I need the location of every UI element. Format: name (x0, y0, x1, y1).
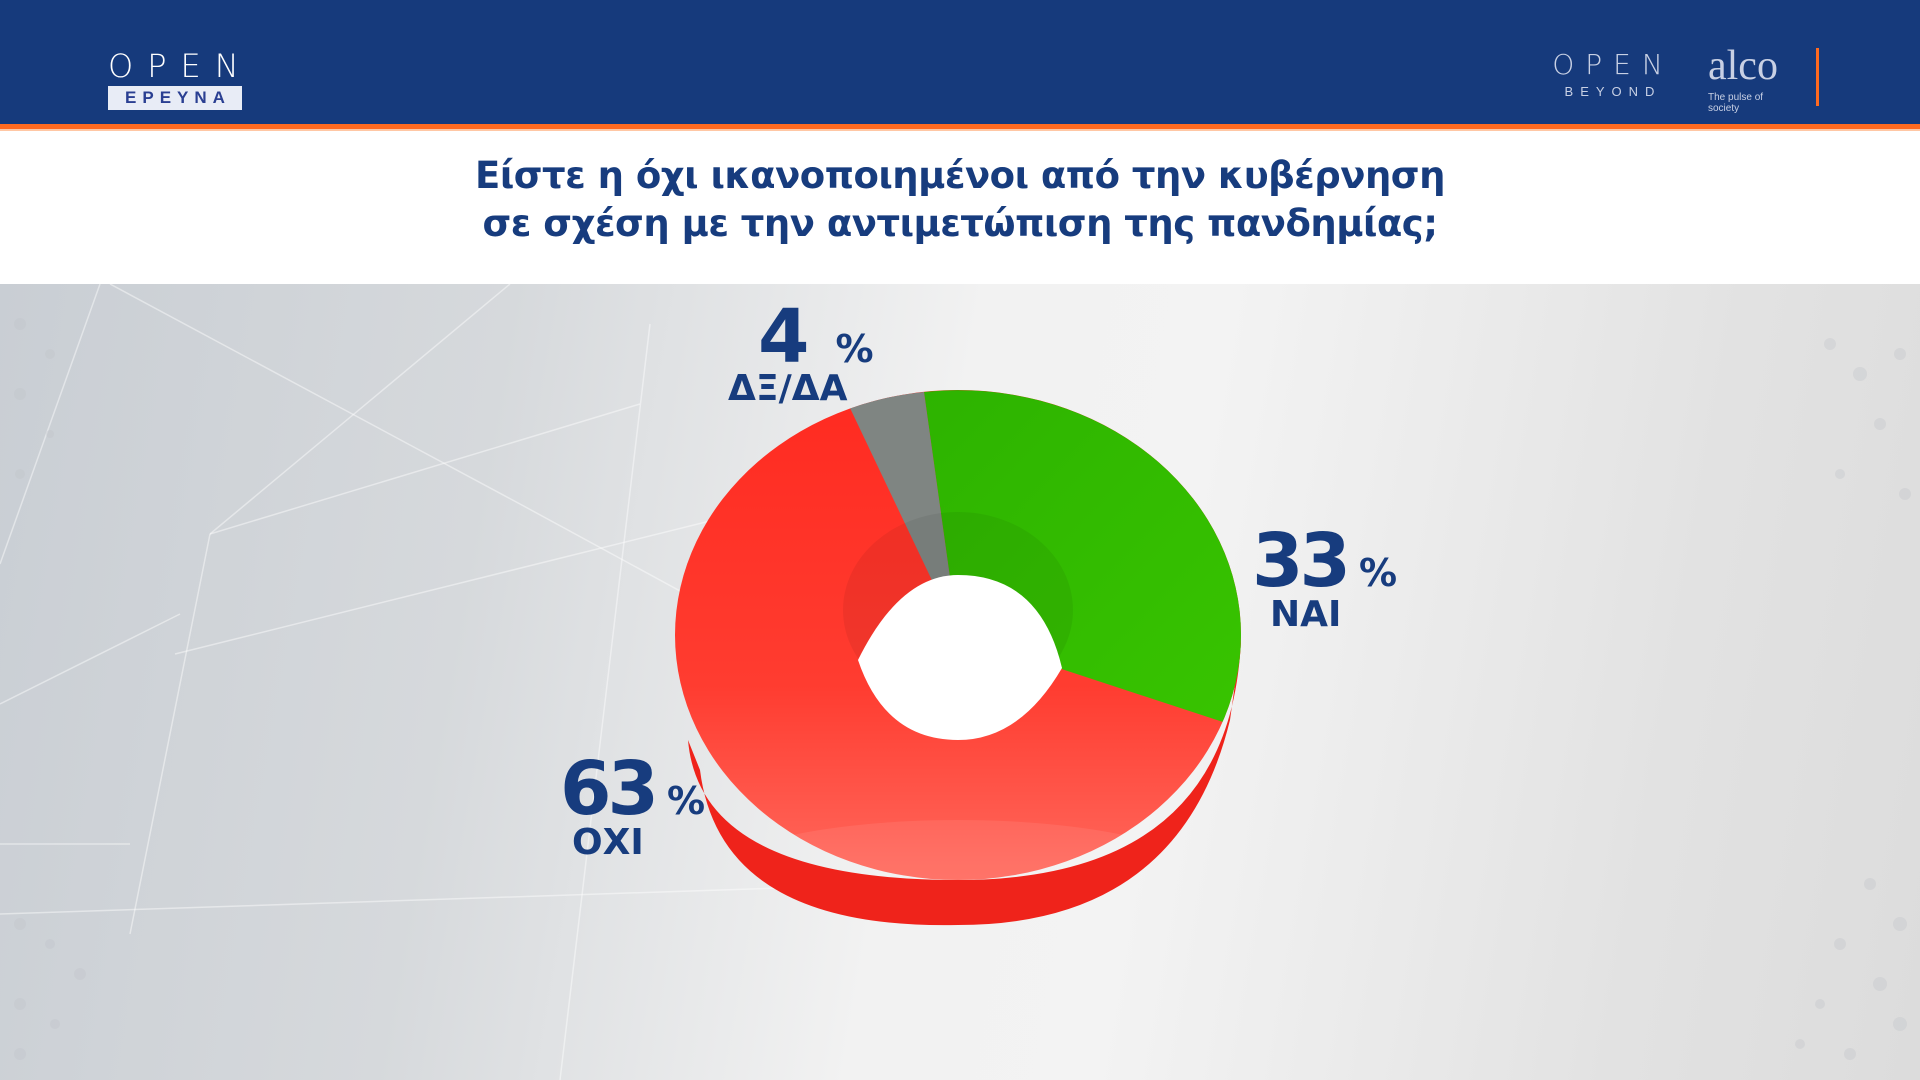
label-nai: 33% ΝΑΙ (1252, 524, 1397, 634)
oxi-percent-sign: % (666, 779, 706, 823)
alco-brand: alco (1708, 43, 1778, 89)
erevna-badge: ΕΡΕΥΝΑ (108, 86, 242, 110)
header-accent-stripe (0, 124, 1920, 129)
title-band (0, 131, 1920, 284)
open-beyond-logo: OPEN BEYOND (1548, 48, 1678, 100)
label-oxi: 63% ΟΧΙ (560, 752, 705, 862)
donut-hole (858, 575, 1062, 740)
beyond-text: BEYOND (1564, 84, 1662, 99)
orange-divider (1816, 48, 1819, 106)
header-accent-stripe-light (0, 129, 1920, 131)
nai-percent-sign: % (1358, 551, 1398, 595)
open-logo-text: OPEN (108, 47, 253, 85)
dk-name: ΔΞ/ΔΑ (728, 368, 848, 409)
alco-logo: alco The pulse of society (1708, 44, 1778, 114)
alco-tagline: The pulse of society (1708, 92, 1764, 114)
question-line-1: Είστε η όχι ικανοποιημένοι από την κυβέρ… (475, 154, 1445, 197)
erevna-text: ΕΡΕΥΝΑ (125, 88, 231, 107)
slice-dk (850, 392, 958, 635)
open-erevna-logo: OPEN ΕΡΕΥΝΑ (108, 50, 243, 110)
oxi-value: 63 (560, 746, 659, 832)
dk-value: 4 (758, 294, 809, 380)
label-dk: 4% ΔΞ/ΔΑ (728, 300, 874, 408)
question-line-2: σε σχέση με την αντιμετώπιση της πανδημί… (482, 202, 1438, 245)
dk-percent-sign: % (835, 327, 874, 371)
oxi-name: ΟΧΙ (572, 822, 644, 863)
question-title: Είστε η όχι ικανοποιημένοι από την κυβέρ… (0, 152, 1920, 248)
nai-name: ΝΑΙ (1270, 594, 1342, 635)
nai-value: 33 (1252, 518, 1351, 604)
open-beyond-brand: OPEN (1552, 48, 1674, 81)
header-bar: OPEN ΕΡΕΥΝΑ OPEN BEYOND alco The pulse o… (0, 0, 1920, 124)
